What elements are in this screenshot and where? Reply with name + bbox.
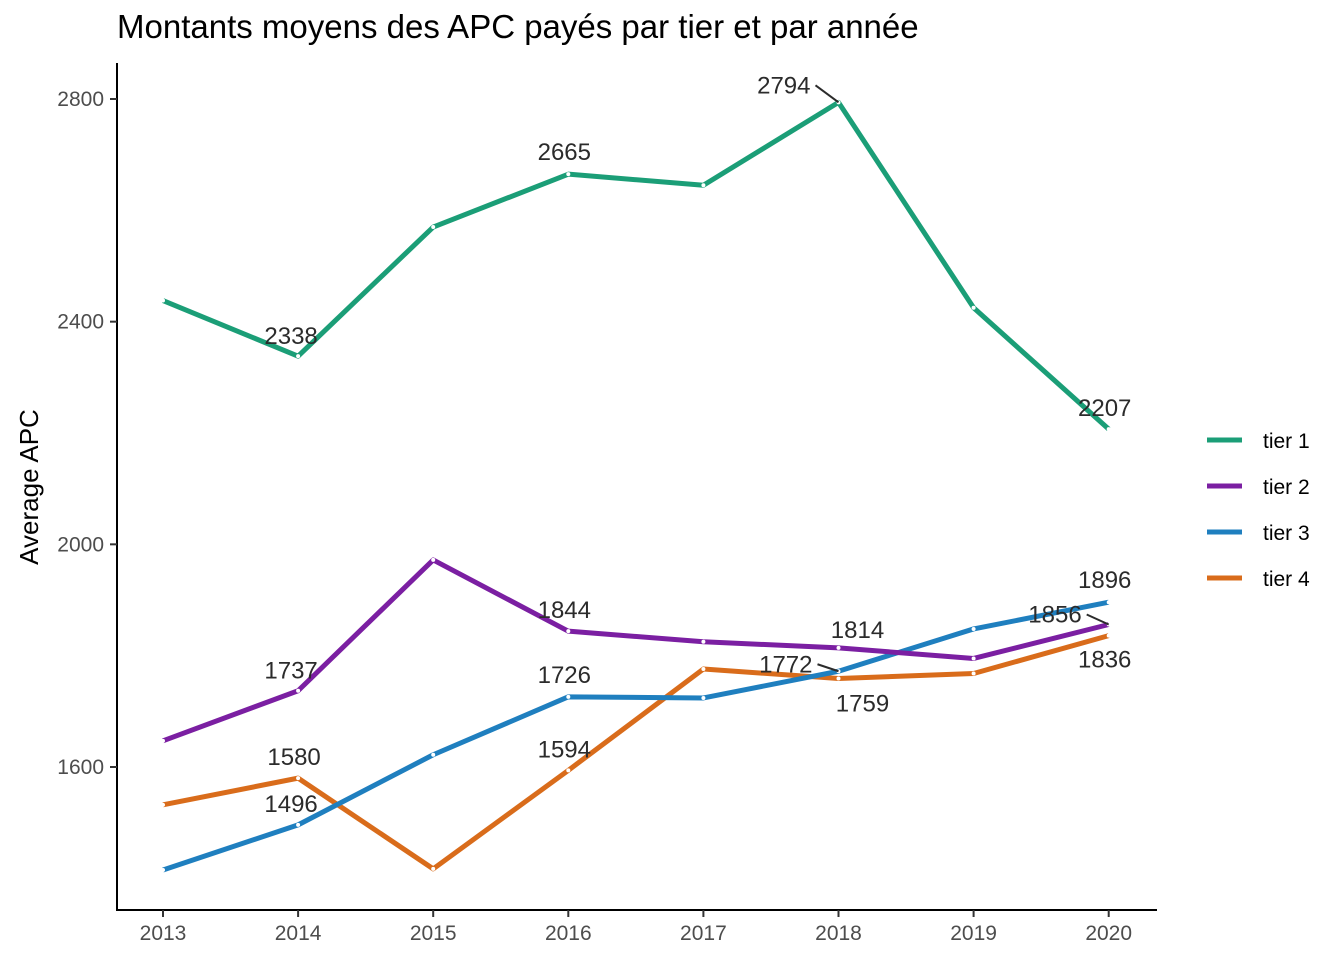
data-point — [971, 671, 976, 676]
data-point — [836, 645, 841, 650]
data-point — [1106, 633, 1111, 638]
data-point — [836, 676, 841, 681]
legend-label-tier-2: tier 2 — [1263, 476, 1310, 499]
data-point — [566, 768, 571, 773]
data-label: 1759 — [836, 690, 889, 717]
x-tick-label: 2014 — [275, 922, 322, 945]
data-point — [161, 738, 165, 743]
legend-label-tier-1: tier 1 — [1263, 430, 1310, 453]
data-point — [971, 626, 976, 631]
series-line-tier-1 — [162, 99, 1111, 431]
data-point — [431, 557, 436, 562]
data-point — [296, 822, 301, 827]
y-tick-label: 2800 — [57, 88, 104, 111]
data-point — [701, 639, 706, 644]
data-point — [296, 776, 301, 781]
y-ticks: 1600 2000 2400 2800 — [57, 88, 117, 779]
y-tick-label: 2400 — [57, 311, 104, 334]
data-label: 1496 — [264, 791, 317, 818]
series-line-tier-4 — [162, 633, 1110, 872]
data-point — [1106, 427, 1111, 432]
x-tick-label: 2015 — [410, 922, 457, 945]
data-label: 1594 — [538, 736, 591, 763]
data-label: 1844 — [538, 597, 591, 624]
data-label: 1580 — [267, 744, 320, 771]
x-tick-label: 2013 — [140, 922, 187, 945]
data-label: 1814 — [831, 617, 884, 644]
data-label: 1772 — [759, 651, 812, 678]
data-point — [971, 305, 976, 310]
data-label: 1896 — [1078, 567, 1131, 594]
data-point — [431, 225, 436, 230]
data-point — [1106, 600, 1111, 605]
data-point — [161, 867, 165, 872]
data-point — [566, 172, 571, 177]
data-point — [566, 629, 571, 634]
data-point — [431, 752, 436, 757]
data-point — [971, 656, 976, 661]
x-tick-label: 2017 — [680, 922, 727, 945]
data-point — [296, 688, 301, 693]
x-tick-label: 2018 — [815, 922, 862, 945]
data-point — [161, 298, 165, 303]
axes — [116, 63, 1157, 911]
data-label: 2794 — [757, 72, 810, 99]
data-label: 1737 — [264, 658, 317, 685]
data-label: 2207 — [1078, 395, 1131, 422]
data-label: 1726 — [538, 662, 591, 689]
x-tick-label: 2020 — [1085, 922, 1132, 945]
data-point — [701, 183, 706, 188]
series-line-tier-2 — [162, 557, 1110, 744]
data-point — [296, 354, 301, 359]
data-point — [431, 866, 436, 871]
series-lines — [161, 99, 1111, 873]
x-tick-label: 2016 — [545, 922, 592, 945]
y-tick-label: 1600 — [57, 756, 104, 779]
legend-label-tier-4: tier 4 — [1263, 568, 1310, 591]
data-point — [701, 695, 706, 700]
legend-label-tier-3: tier 3 — [1263, 522, 1310, 545]
y-axis-title: Average APC — [14, 409, 44, 565]
data-labels: 2338 2665 2794 2207 1737 1844 1814 1856 1496 1726… — [264, 72, 1131, 818]
data-label-leader — [1086, 613, 1110, 626]
y-tick-label: 2000 — [57, 533, 104, 556]
data-label: 1856 — [1028, 601, 1081, 628]
data-label-leader — [817, 663, 839, 673]
data-label-leader — [814, 84, 840, 104]
data-label: 2665 — [538, 139, 591, 166]
data-point — [161, 802, 165, 807]
legend: tier 1 tier 2 tier 3 tier 4 — [1207, 430, 1310, 591]
x-tick-label: 2019 — [950, 922, 997, 945]
data-label: 1836 — [1078, 647, 1131, 674]
data-point — [566, 694, 571, 699]
data-point — [701, 667, 706, 672]
chart-title: Montants moyens des APC payés par tier e… — [117, 8, 919, 45]
x-ticks: 2013 2014 2015 2016 2017 2018 2019 2020 — [140, 910, 1132, 945]
series-line-tier-3 — [162, 599, 1110, 873]
data-label: 2338 — [264, 323, 317, 350]
